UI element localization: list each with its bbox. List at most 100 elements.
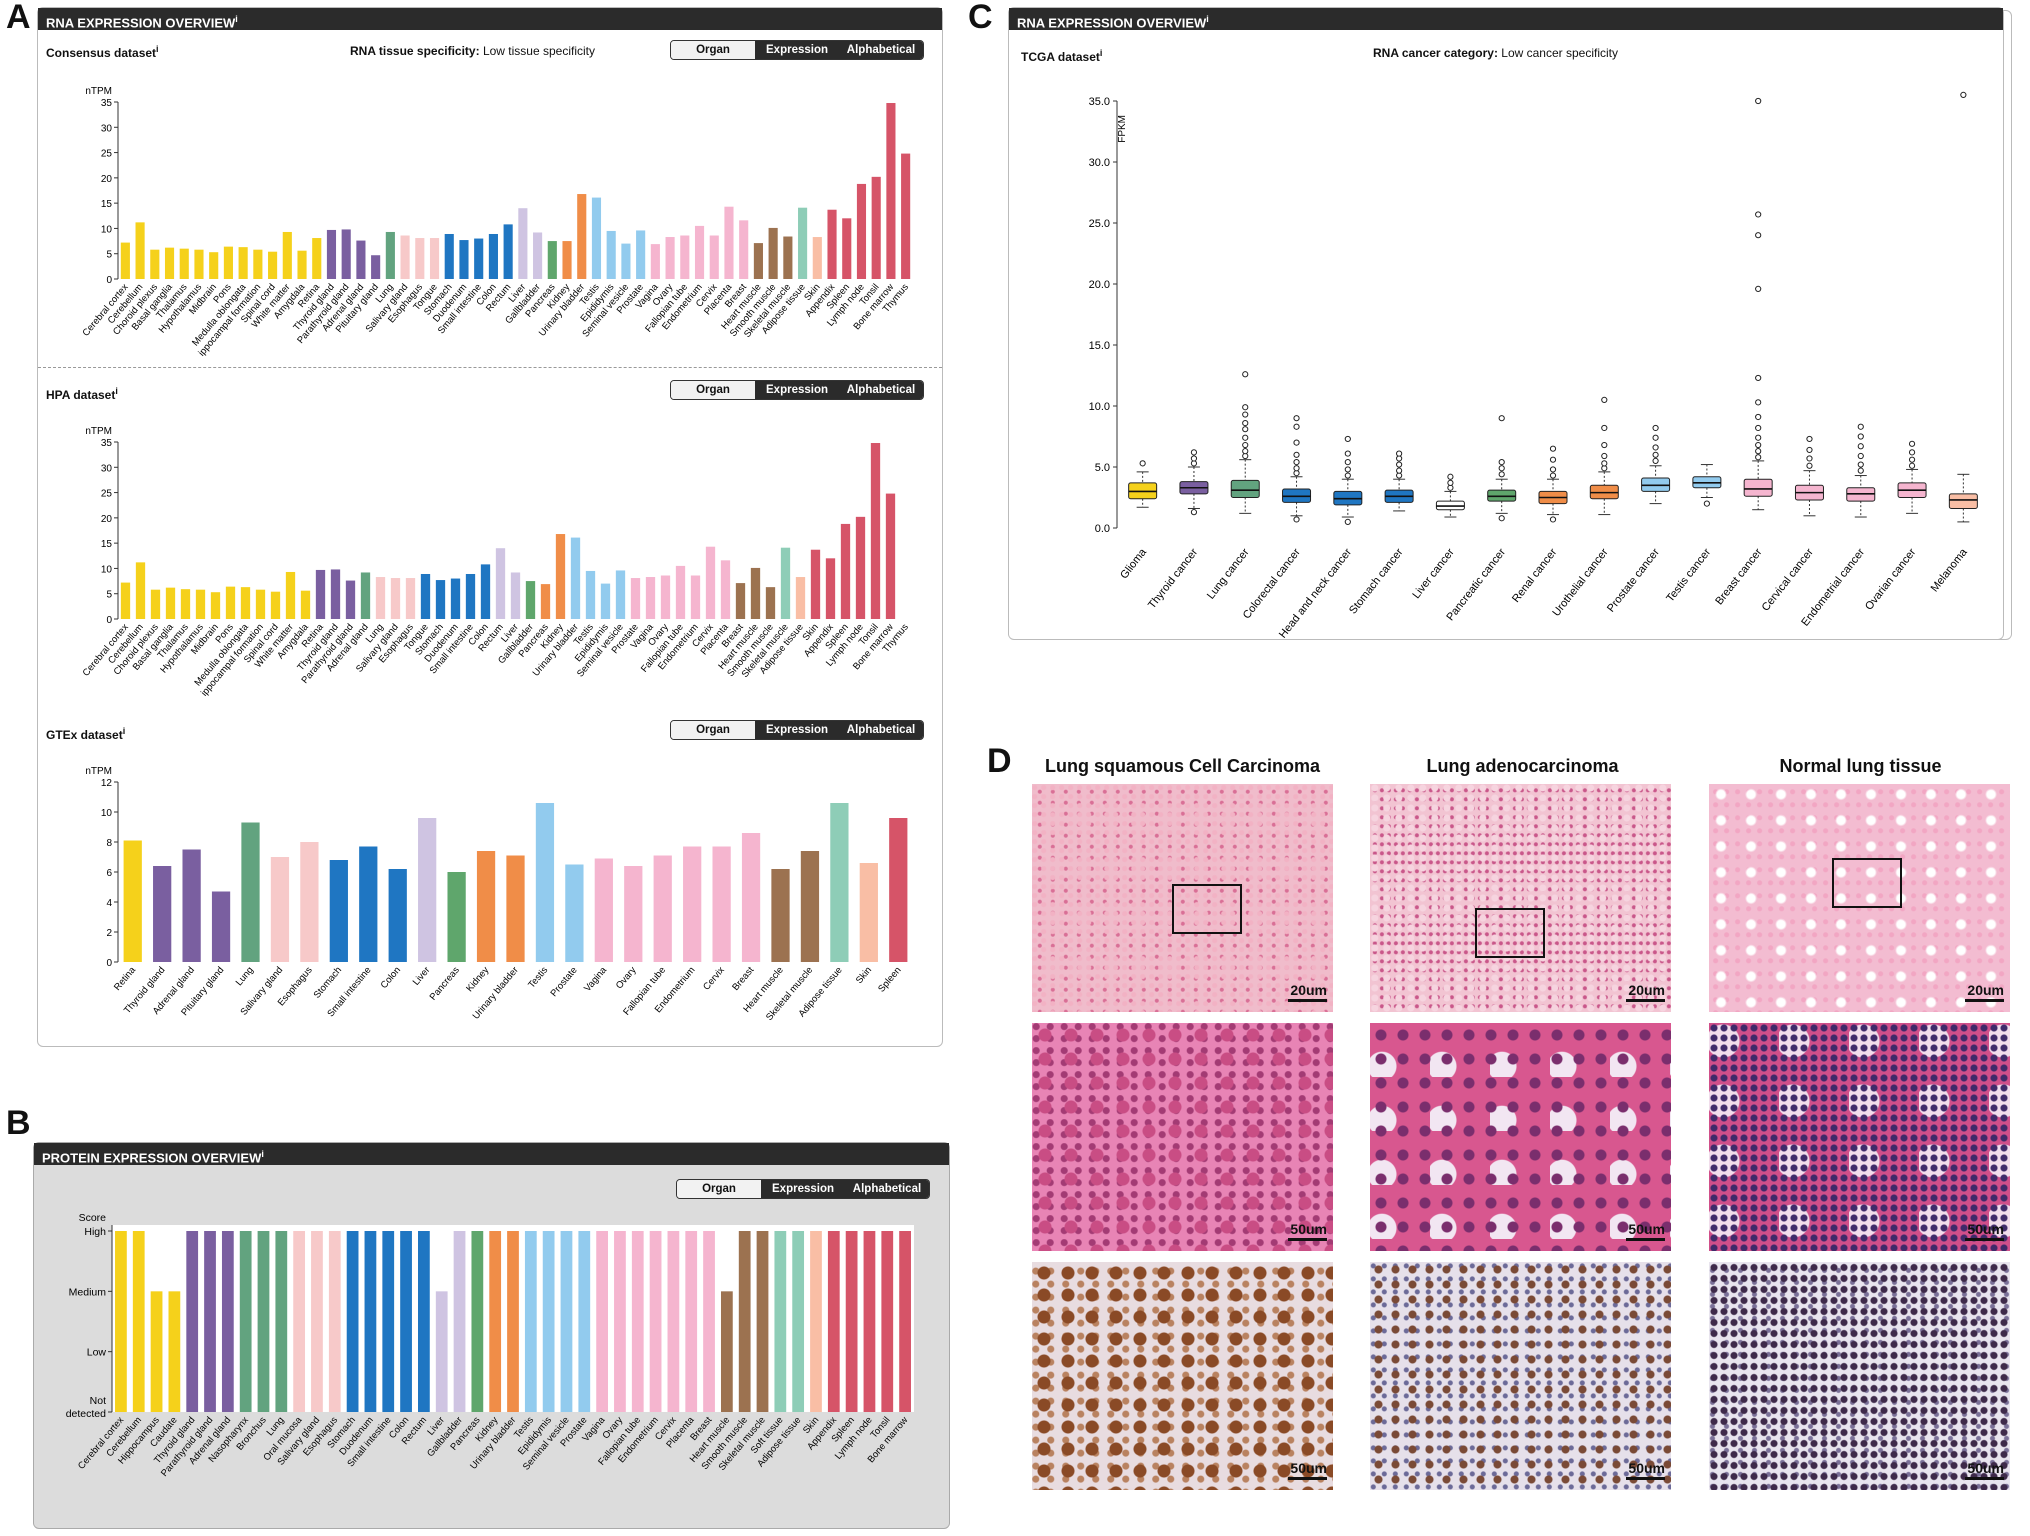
outlier-point xyxy=(1498,459,1505,466)
y-tick-label: 10.0 xyxy=(1089,401,1110,413)
bar-cerebellum xyxy=(135,562,146,619)
protein-bar xyxy=(239,1231,252,1412)
bar-adrenal-gland xyxy=(360,572,371,619)
bar-vagina xyxy=(650,244,660,279)
outlier-point xyxy=(1242,434,1249,441)
y-tick-label: 0 xyxy=(106,615,112,626)
sort-alphabetical-button[interactable]: Alphabetical xyxy=(839,381,923,399)
sort-organ-button[interactable]: Organ xyxy=(671,41,755,59)
outlier-point xyxy=(1960,91,1967,98)
y-tick-label: 8 xyxy=(106,838,112,849)
outlier-point xyxy=(1652,444,1659,451)
panel-c-info-icon[interactable]: i xyxy=(1206,14,1209,24)
bar-vagina xyxy=(594,858,613,962)
protein-bar xyxy=(596,1231,608,1412)
outlier-point xyxy=(1293,465,1300,472)
protein-bar xyxy=(578,1231,591,1412)
sort-alphabetical-button[interactable]: Alphabetical xyxy=(845,1180,929,1198)
x-tick-label: Stomach cancer xyxy=(1347,546,1406,616)
sort-expression-button[interactable]: Expression xyxy=(755,41,839,59)
bar-pons xyxy=(225,586,236,619)
col-title-normal: Normal lung tissue xyxy=(1779,756,1942,776)
bar-retina xyxy=(315,569,326,619)
x-tick-label: Ovary xyxy=(614,965,639,992)
bar-stomach xyxy=(444,233,454,279)
outlier-point xyxy=(1242,441,1249,449)
panel-c-header-title: RNA EXPRESSION OVERVIEW xyxy=(1017,15,1207,31)
bar-hypothalamus xyxy=(194,249,204,279)
sort-organ-button[interactable]: Organ xyxy=(671,721,755,739)
x-tick-label: Urothelial cancer xyxy=(1550,546,1610,619)
protein-bar xyxy=(667,1231,680,1412)
sort-organ-button[interactable]: Organ xyxy=(671,381,755,399)
sort-expression-button[interactable]: Expression xyxy=(755,721,839,739)
histology-image-adenocarcinoma-row2: 50um xyxy=(1370,1023,1671,1251)
sort-expression-button[interactable]: Expression xyxy=(755,381,839,399)
bar-thyroid-gland xyxy=(330,569,341,619)
bar-tonsil xyxy=(871,176,881,279)
bar-adrenal-gland xyxy=(356,240,366,279)
bar-esophagus xyxy=(405,578,416,619)
x-tick-label: Cervical cancer xyxy=(1760,546,1816,613)
y-axis-unit: nTPM xyxy=(85,766,112,777)
tcga-info-icon[interactable]: i xyxy=(1099,48,1103,58)
protein-bar xyxy=(364,1231,377,1412)
bar-bone-marrow xyxy=(885,493,896,619)
y-tick-label: 0 xyxy=(106,958,112,969)
x-tick-label: Lung cancer xyxy=(1205,546,1252,601)
col-title-squamous: Lung squamous Cell Carcinoma xyxy=(1044,756,1321,776)
bar-esophagus xyxy=(300,842,319,962)
bar-lymph-node xyxy=(855,516,866,619)
y-tick-label: 4 xyxy=(106,898,112,909)
cancer-category: RNA cancer category: Low cancer specific… xyxy=(1373,46,1618,60)
consensus-info-icon[interactable]: i xyxy=(156,44,159,54)
sort-expression-button[interactable]: Expression xyxy=(761,1180,845,1198)
consensus-sort-toggle: Organ Expression Alphabetical xyxy=(670,40,924,60)
cancer-category-value: Low cancer specificity xyxy=(1501,46,1618,60)
outlier-point xyxy=(1293,415,1300,422)
hpa-info-icon[interactable]: i xyxy=(115,386,118,396)
outlier-point xyxy=(1703,500,1710,507)
hpa-dataset-label: HPA dataseti xyxy=(46,386,118,402)
protein-bar xyxy=(685,1231,698,1412)
bar-spinal-cord xyxy=(270,591,281,619)
x-tick-label: Testis xyxy=(526,965,550,991)
protein-bar xyxy=(435,1291,448,1412)
outlier-point xyxy=(1652,424,1659,432)
bar-basal-ganglia xyxy=(165,587,176,619)
outlier-point xyxy=(1242,411,1249,418)
protein-bar xyxy=(275,1231,288,1412)
sort-alphabetical-button[interactable]: Alphabetical xyxy=(839,41,923,59)
outlier-point xyxy=(1755,413,1762,421)
gtex-info-icon[interactable]: i xyxy=(122,726,126,736)
sort-organ-button[interactable]: Organ xyxy=(677,1180,761,1198)
bar-lung xyxy=(241,822,260,962)
bar-hippocampal-formation xyxy=(255,589,266,619)
bar-fallopian-tube xyxy=(680,235,690,279)
bar-colon xyxy=(388,869,407,962)
y-tick-label: 35 xyxy=(101,98,113,109)
panel-b-info-icon[interactable]: i xyxy=(261,1149,264,1159)
outlier-point xyxy=(1857,467,1864,474)
tissue-specificity-value: Low tissue specificity xyxy=(482,44,595,58)
y-tick-label: 0 xyxy=(106,275,112,286)
bar-endometrium xyxy=(683,846,702,962)
bar-adipose-tissue xyxy=(830,803,849,962)
outlier-point xyxy=(1293,423,1300,430)
histology-image-normal-row2: 50um xyxy=(1709,1023,2010,1251)
outlier-point xyxy=(1755,448,1762,455)
y-tick-label: 15.0 xyxy=(1089,340,1110,352)
panel-a-info-icon[interactable]: i xyxy=(235,14,238,24)
bar-prostate xyxy=(630,578,641,619)
bar-spleen xyxy=(889,818,908,962)
bar-lymph-node xyxy=(856,183,867,279)
y-tick-label: Low xyxy=(87,1347,107,1359)
protein-bar xyxy=(221,1231,234,1412)
col-title-adenocarcinoma: Lung adenocarcinoma xyxy=(1426,756,1619,776)
outlier-point xyxy=(1755,285,1762,292)
cancer-category-label: RNA cancer category: xyxy=(1373,46,1498,60)
protein-bar xyxy=(507,1231,519,1412)
bar-retina xyxy=(312,238,322,279)
sort-alphabetical-button[interactable]: Alphabetical xyxy=(839,721,923,739)
